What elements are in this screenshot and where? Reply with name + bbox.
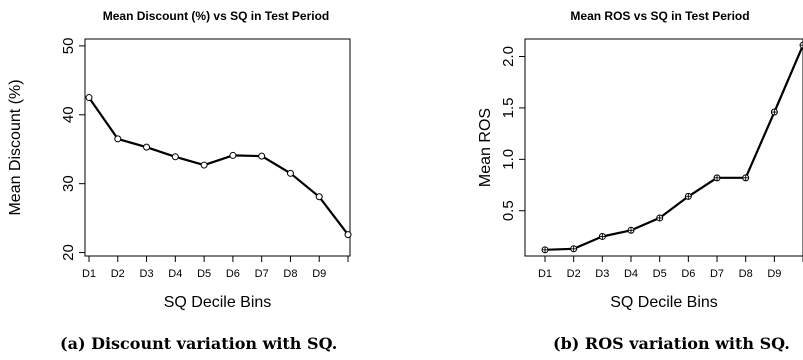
ros-point-cross-1 <box>570 245 577 252</box>
discount-series-line <box>88 96 349 236</box>
caption-ros: (b) ROS variation with SQ. <box>553 334 790 353</box>
discount-y-tick-label-0: 20 <box>60 244 77 261</box>
ros-series-line <box>544 44 803 251</box>
discount-x-tick-label-5: D6 <box>226 268 240 280</box>
ros-point-cross-3 <box>628 227 635 234</box>
ros-point-cross-5 <box>685 193 692 200</box>
ros-point-cross-2 <box>599 233 606 240</box>
ros-x-tick-label-5: D6 <box>681 268 695 280</box>
discount-point-7 <box>286 169 294 177</box>
ros-x-tick-label-2: D3 <box>595 268 609 280</box>
discount-point-2 <box>143 143 151 151</box>
discount-x-tick-label-6: D7 <box>255 268 269 280</box>
discount-point-6 <box>258 152 266 160</box>
ros-x-tick-label-3: D4 <box>624 268 638 280</box>
discount-y-tick-label-1: 30 <box>60 175 77 192</box>
discount-x-tick-label-0: D1 <box>82 268 96 280</box>
ros-point-cross-0 <box>542 246 548 253</box>
discount-x-tick-label-1: D2 <box>111 268 125 280</box>
ros-y-tick-label-1: 1.0 <box>500 149 517 170</box>
chart-ros: Mean ROS vs SQ in Test Period 0.5 1.0 1.5 2.… <box>477 9 803 311</box>
discount-point-0 <box>85 94 93 102</box>
ros-x-tick-label-1: D2 <box>567 268 581 280</box>
discount-x-tick-label-3: D4 <box>168 268 182 280</box>
ros-y-tick-label-0: 0.5 <box>500 200 517 221</box>
ros-y-axis-label: Mean ROS <box>477 108 494 187</box>
ros-x-tick-label-6: D7 <box>710 268 724 280</box>
ros-point-cross-7 <box>742 174 749 181</box>
discount-chart-title: Mean Discount (%) vs SQ in Test Period <box>103 9 329 23</box>
ros-y-tick-label-3: 2.0 <box>500 46 517 67</box>
discount-point-1 <box>114 135 122 143</box>
discount-x-tick-label-2: D3 <box>140 268 154 280</box>
discount-y-axis-label: Mean Discount (%) <box>7 79 24 215</box>
ros-point-cross-6 <box>714 174 721 181</box>
ros-chart-title: Mean ROS vs SQ in Test Period <box>570 9 749 23</box>
ros-point-cross-9 <box>800 42 803 49</box>
discount-point-3 <box>171 153 179 161</box>
discount-y-tick-label-2: 40 <box>60 106 77 123</box>
ros-x-tick-label-0: D1 <box>538 268 552 280</box>
discount-x-tick-label-8: D9 <box>312 268 326 280</box>
ros-point-cross-4 <box>656 214 663 221</box>
ros-plot-frame <box>524 38 803 257</box>
ros-x-tick-label-7: D8 <box>739 268 753 280</box>
ros-point-cross-8 <box>771 109 778 116</box>
discount-point-9 <box>344 231 352 239</box>
ros-x-axis-label: SQ Decile Bins <box>610 294 718 311</box>
ros-y-tick-label-2: 1.5 <box>500 97 517 118</box>
ros-x-tick-label-4: D5 <box>653 268 667 280</box>
discount-y-tick-label-3: 50 <box>60 38 77 55</box>
discount-x-axis-label: SQ Decile Bins <box>164 294 272 311</box>
discount-point-5 <box>229 151 237 159</box>
discount-point-8 <box>315 193 323 201</box>
discount-point-4 <box>200 161 208 169</box>
caption-discount: (a) Discount variation with SQ. <box>60 334 338 353</box>
discount-x-tick-label-4: D5 <box>197 268 211 280</box>
discount-x-tick-label-7: D8 <box>283 268 297 280</box>
chart-discount: Mean Discount (%) vs SQ in Test Period 20… <box>7 9 352 311</box>
ros-x-tick-label-8: D9 <box>767 268 781 280</box>
discount-plot-frame <box>84 38 351 257</box>
